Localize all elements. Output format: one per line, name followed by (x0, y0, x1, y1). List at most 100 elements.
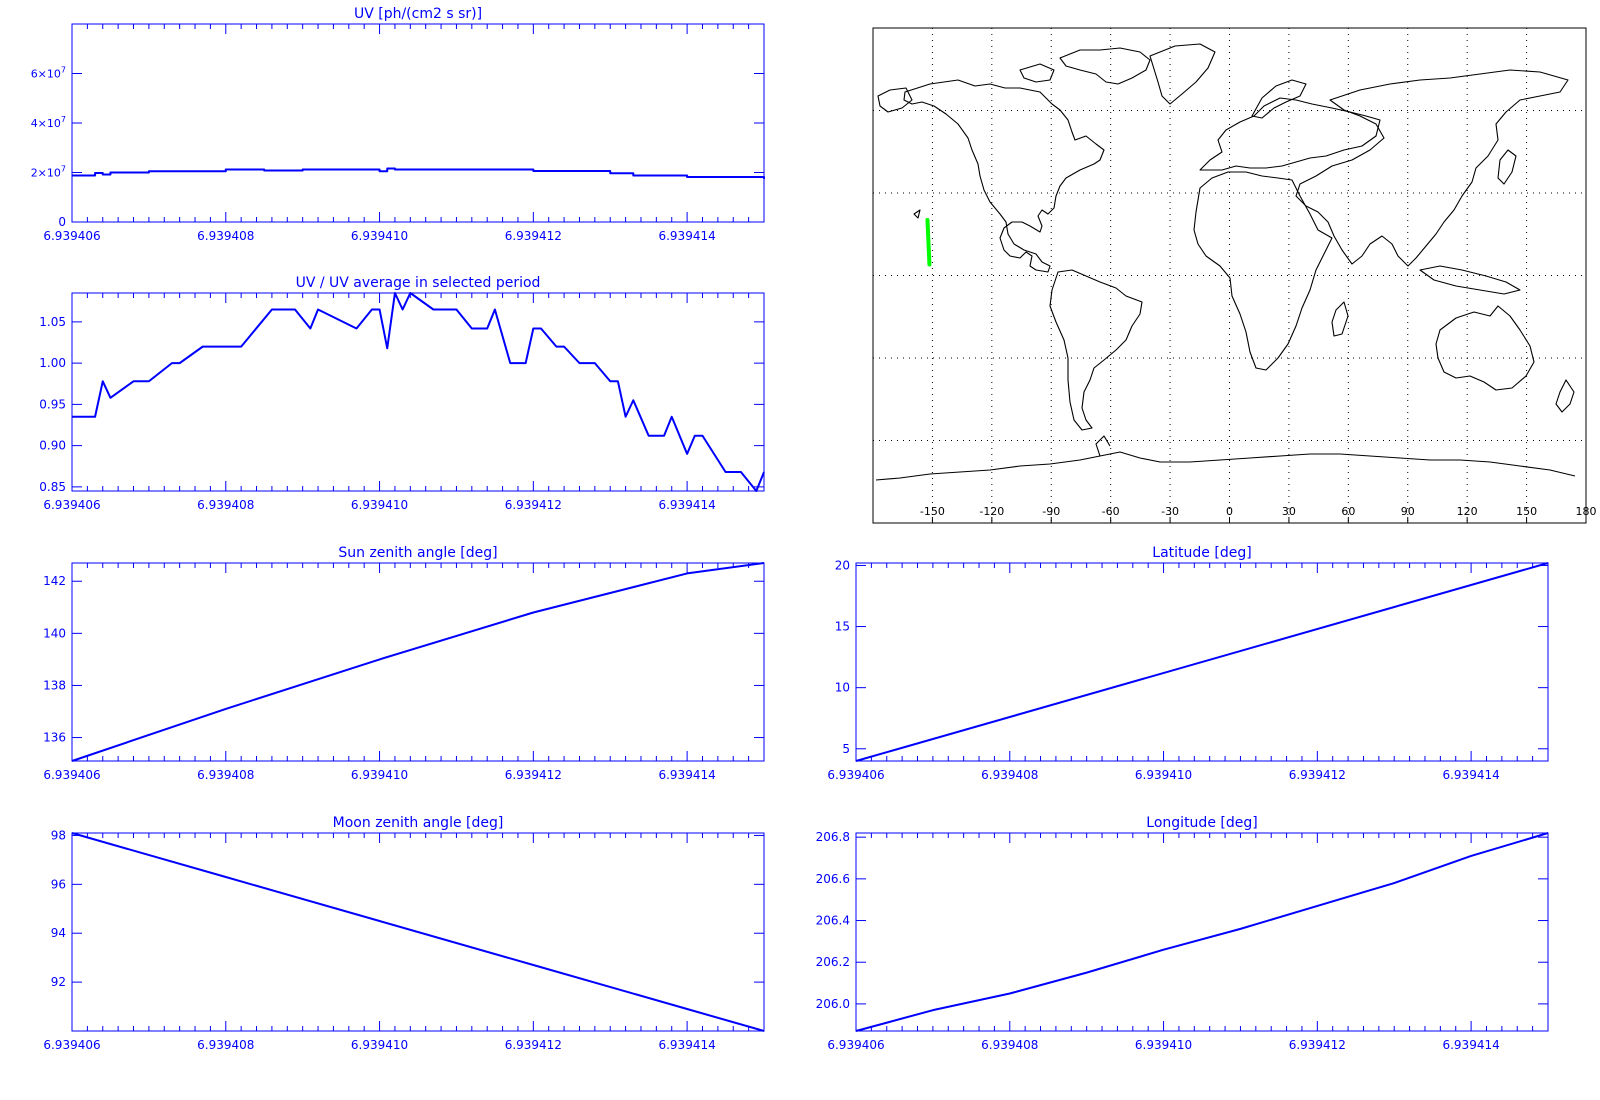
map-x-tick-label: -150 (920, 505, 945, 518)
coast-greenland (1149, 43, 1216, 105)
y-tick-label: 140 (43, 626, 66, 640)
y-tick-label: 1.05 (39, 315, 66, 329)
y-tick-label: 4×107 (31, 115, 66, 130)
x-tick-label: 6.939414 (658, 1038, 715, 1052)
y-tick-label: 0 (58, 215, 66, 229)
map-grid (873, 28, 1586, 523)
coast-hawaii (913, 209, 921, 219)
y-tick-label: 96 (51, 877, 66, 891)
x-tick-label: 6.939410 (351, 768, 408, 782)
x-tick-label: 6.939408 (197, 498, 254, 512)
coast-antarctica (875, 451, 1576, 481)
uv-chart: UV [ph/(cm2 s sr)] 6.939406 6.939408 6.9394… (31, 6, 765, 243)
y-tick-label: 0.85 (39, 480, 66, 494)
y-tick-label: 20 (835, 558, 850, 572)
series-line (72, 292, 765, 492)
map-x-tick-label: 150 (1516, 505, 1537, 518)
sun-zenith-chart: Sun zenith angle [deg] 6.939406 6.939408 6.… (43, 545, 765, 782)
x-tick-label: 6.939410 (351, 498, 408, 512)
map-x-tick-label: -120 (979, 505, 1004, 518)
x-tick-label: 6.939410 (1135, 1038, 1192, 1052)
series-line (71, 562, 765, 762)
chart-title: Longitude [deg] (1146, 815, 1257, 831)
y-tick-label: 136 (43, 731, 66, 745)
x-tick-label: 6.939408 (197, 229, 254, 243)
map-x-tick-label: -90 (1042, 505, 1060, 518)
x-tick-label: 6.939408 (197, 768, 254, 782)
plot-frame (855, 832, 1549, 1032)
chart-title: Moon zenith angle [deg] (333, 815, 504, 831)
y-tick-label: 138 (43, 678, 66, 692)
series-line (855, 562, 1549, 762)
y-tick-label: 5 (842, 742, 850, 756)
series-line (71, 832, 765, 1032)
x-tick-label: 6.939410 (351, 229, 408, 243)
x-tick-label: 6.939406 (43, 1038, 100, 1052)
coast-south-america (1049, 269, 1143, 431)
chart-title: Latitude [deg] (1152, 545, 1251, 561)
y-tick-label: 15 (835, 620, 850, 634)
x-tick-label: 6.939412 (1289, 1038, 1346, 1052)
longitude-chart: Longitude [deg] 6.939406 6.939408 6.939410 6… (816, 815, 1549, 1052)
coast-africa (1193, 171, 1333, 371)
uv-ratio-chart: UV / UV average in selected period 6.9394… (39, 275, 765, 512)
y-tick-label: 98 (51, 828, 66, 842)
y-tick-label: 1.00 (39, 356, 66, 370)
chart-title: UV / UV average in selected period (296, 275, 541, 291)
x-tick-label: 6.939410 (1135, 768, 1192, 782)
x-tick-label: 6.939408 (981, 1038, 1038, 1052)
x-tick-label: 6.939412 (505, 768, 562, 782)
map-longitude-ticks: -150 -120 -90 -60 -30 0 30 60 90 120 150 180 (920, 505, 1597, 523)
plot-frame (71, 292, 765, 492)
coast-europe (1199, 97, 1381, 171)
coast-madagascar (1331, 301, 1349, 337)
x-tick-label: 6.939406 (43, 229, 100, 243)
y-tick-label: 2×107 (31, 165, 66, 180)
y-tick-label: 206.2 (816, 955, 850, 969)
plot-frame (71, 562, 765, 762)
x-tick-label: 6.939406 (43, 768, 100, 782)
x-tick-label: 6.939410 (351, 1038, 408, 1052)
moon-zenith-chart: Moon zenith angle [deg] 6.939406 6.939408 6… (43, 815, 765, 1052)
coast-scandinavia (1251, 79, 1307, 119)
plot-frame (71, 832, 765, 1032)
map-x-tick-label: 30 (1282, 505, 1296, 518)
coast-alaska (877, 87, 913, 113)
world-map: -150 -120 -90 -60 -30 0 30 60 90 120 150 180 (872, 27, 1597, 524)
y-tick-label: 0.90 (39, 439, 66, 453)
map-x-tick-label: 90 (1401, 505, 1415, 518)
map-x-tick-label: -30 (1161, 505, 1179, 518)
y-tick-label: 206.6 (816, 872, 850, 886)
plot-frame (71, 23, 765, 223)
latitude-chart: Latitude [deg] 6.939406 6.939408 6.939410 6.… (827, 545, 1549, 782)
plot-frame (855, 562, 1549, 762)
x-tick-label: 6.939412 (505, 498, 562, 512)
coast-asia (1295, 69, 1569, 267)
satellite-track (925, 217, 932, 267)
y-tick-label: 94 (51, 926, 66, 940)
coast-baffin (1019, 63, 1055, 83)
map-x-tick-label: 60 (1341, 505, 1355, 518)
x-tick-label: 6.939406 (43, 498, 100, 512)
y-tick-label: 206.0 (816, 997, 850, 1011)
map-x-tick-label: -60 (1102, 505, 1120, 518)
coast-japan (1497, 149, 1517, 185)
x-tick-label: 6.939408 (197, 1038, 254, 1052)
x-tick-label: 6.939414 (658, 229, 715, 243)
x-tick-label: 6.939414 (1442, 768, 1499, 782)
coast-indonesia (1419, 265, 1521, 295)
map-x-tick-label: 180 (1576, 505, 1597, 518)
y-tick-label: 206.4 (816, 914, 850, 928)
coast-canada-arctic (1059, 47, 1151, 85)
coast-antarctic-peninsula (1095, 435, 1111, 457)
series-line (855, 832, 1549, 1032)
x-tick-label: 6.939412 (505, 1038, 562, 1052)
y-tick-label: 206.8 (816, 830, 850, 844)
chart-title: Sun zenith angle [deg] (338, 545, 497, 561)
coast-north-america (903, 79, 1105, 273)
y-tick-label: 6×107 (31, 66, 66, 81)
x-tick-label: 6.939408 (981, 768, 1038, 782)
x-tick-label: 6.939406 (827, 768, 884, 782)
y-tick-label: 0.95 (39, 397, 66, 411)
